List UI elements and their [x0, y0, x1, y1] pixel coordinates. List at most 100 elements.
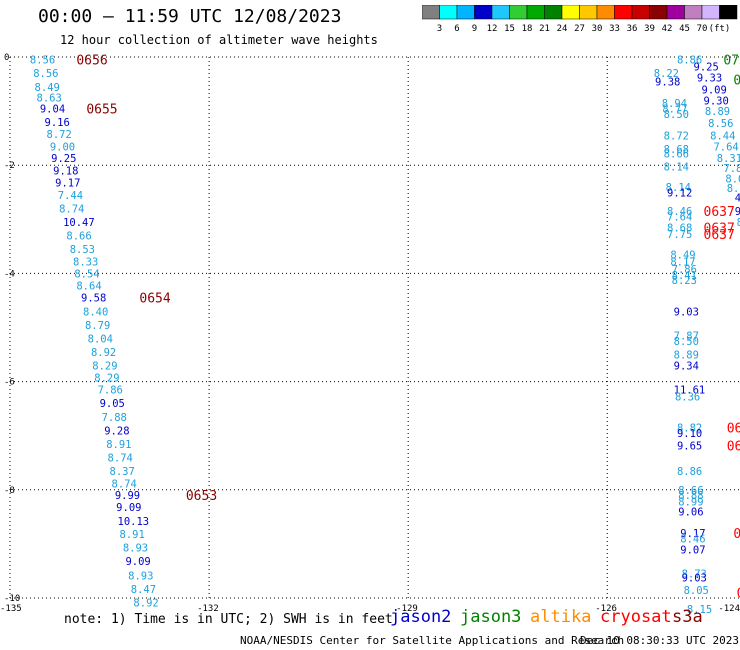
scale-label: 6 — [454, 24, 459, 34]
wave-height-value: 8.74 — [112, 478, 137, 490]
scale-label: 9 — [472, 24, 477, 34]
wave-height-value: 7.87 — [674, 331, 699, 343]
scale-label: 24 — [557, 24, 568, 34]
scale-swatch — [544, 5, 563, 20]
wave-height-value: 7.75 — [667, 229, 692, 241]
time-label: 073 — [723, 54, 740, 69]
scale-swatch — [666, 5, 685, 20]
wave-height-value: 9.09 — [116, 502, 141, 514]
wave-height-value: 8.33 — [73, 256, 98, 268]
wave-height-value: 8.50 — [664, 109, 689, 121]
satellite-jason2: jason2 — [390, 607, 452, 627]
wave-height-value: 9.58 — [81, 293, 106, 305]
wave-height-value: 9.18 — [53, 166, 78, 178]
wave-height-value: 8.88 — [678, 490, 703, 502]
scale-label: 42 — [662, 24, 673, 34]
wave-height-value: 9.09 — [702, 84, 727, 96]
scale-label: 12 — [487, 24, 498, 34]
wave-height-value: 7.88 — [102, 412, 127, 424]
x-tick-label: -135 — [0, 604, 22, 614]
wave-height-value: 8.46 — [680, 533, 705, 545]
wave-height-value: 8.40 — [83, 306, 108, 318]
scale-label: 27 — [574, 24, 585, 34]
wave-height-value: 8.93 — [128, 570, 153, 582]
wave-height-value: 8.72 — [664, 130, 689, 142]
wave-height-value: 8.22 — [654, 68, 679, 80]
wave-height-value: 8.66 — [678, 485, 703, 497]
y-tick-label: -8 — [4, 486, 15, 496]
y-tick-label: -10 — [4, 594, 20, 604]
wave-height-value: 9.30 — [704, 95, 729, 107]
wave-height-value: 9.09 — [125, 556, 150, 568]
color-scale-legend: 3 6 9 12 15 18 21 24 27 30 33 36 39 42 45 70 (ft) — [422, 5, 738, 34]
scale-label: 30 — [592, 24, 603, 34]
time-label: 0637 — [704, 205, 735, 220]
wave-height-value: 9.38 — [655, 76, 680, 88]
wave-height-value: 9.05 — [100, 398, 125, 410]
footer-date: Dec 10 08:30:33 UTC 2023 — [580, 634, 739, 647]
scale-label: (ft) — [709, 24, 731, 34]
page-title: 00:00 — 11:59 UTC 12/08/2023 — [38, 6, 342, 27]
wave-height-value: 8.17 — [670, 256, 695, 268]
wave-height-value: 8.05 — [684, 585, 709, 597]
wave-height-value: 8.73 — [682, 569, 707, 581]
wave-height-value: 10.47 — [63, 217, 95, 229]
wave-height-value-fragment: 9 — [735, 206, 740, 218]
scale-swatch — [422, 5, 440, 20]
wave-height-value: 8.23 — [672, 275, 697, 287]
wave-height-value: 8.49 — [35, 82, 60, 94]
scale-label: 36 — [627, 24, 638, 34]
wave-height-value: 8.77 — [662, 103, 687, 115]
scale-label: 70 — [697, 24, 708, 34]
time-label: 06 — [727, 439, 740, 454]
scale-label: 33 — [609, 24, 620, 34]
wave-height-value: 9.03 — [674, 306, 699, 318]
wave-height-value: 9.07 — [680, 544, 705, 556]
scale-swatch — [579, 5, 598, 20]
wave-height-value: 8.64 — [76, 280, 101, 292]
wave-height-value: 8.99 — [678, 497, 703, 509]
scale-swatch — [526, 5, 545, 20]
wave-height-value: 8.53 — [70, 244, 95, 256]
wave-height-value: 8.94 — [662, 98, 687, 110]
time-label: 06 — [727, 422, 740, 437]
wave-height-value: 8.04 — [88, 333, 113, 345]
y-tick-label: -6 — [4, 378, 15, 388]
wave-height-value: 9.10 — [677, 428, 702, 440]
time-label: 0655 — [86, 102, 117, 117]
wave-height-value: 7.86 — [98, 385, 123, 397]
wave-height-value: 9.99 — [115, 490, 140, 502]
wave-height-value: 8.66 — [664, 148, 689, 160]
wave-height-value: 9.00 — [50, 141, 75, 153]
scale-swatch — [649, 5, 668, 20]
wave-height-value: 9.17 — [55, 178, 80, 190]
wave-height-value: 8.41 — [672, 270, 697, 282]
wave-height-value: 8.92 — [91, 347, 116, 359]
wave-height-value: 8.89 — [705, 106, 730, 118]
wave-height-value: 8.86 — [677, 466, 702, 478]
scale-label: 45 — [679, 24, 690, 34]
wave-height-value: 9.17 — [680, 528, 705, 540]
wave-height-value: 9.28 — [104, 425, 129, 437]
wave-height-value: 8.54 — [74, 268, 99, 280]
wave-height-value: 8.44 — [710, 130, 735, 142]
wave-height-value: 8.63 — [37, 93, 62, 105]
scale-swatch — [474, 5, 493, 20]
scale-swatch — [701, 5, 720, 20]
wave-height-value: 8.79 — [85, 320, 110, 332]
y-tick-label: -2 — [4, 161, 15, 171]
wave-height-value: 9.65 — [677, 440, 702, 452]
wave-height-value: 8.31 — [717, 153, 740, 165]
satellite-s3a: s3a — [672, 607, 703, 627]
wave-height-value: 7.64 — [713, 141, 738, 153]
wave-height-value: 8.03 — [725, 174, 740, 186]
wave-height-value: 8.72 — [47, 129, 72, 141]
wave-height-value: 11.61 — [674, 385, 706, 397]
x-tick-label: -124 — [718, 604, 740, 614]
scale-label: 21 — [539, 24, 550, 34]
wave-height-points: 8.568.568.498.639.049.168.729.009.259.18… — [30, 54, 740, 616]
scale-swatch — [719, 5, 738, 20]
wave-height-value: 8.37 — [110, 466, 135, 478]
wave-height-value: 7.80 — [723, 163, 740, 175]
